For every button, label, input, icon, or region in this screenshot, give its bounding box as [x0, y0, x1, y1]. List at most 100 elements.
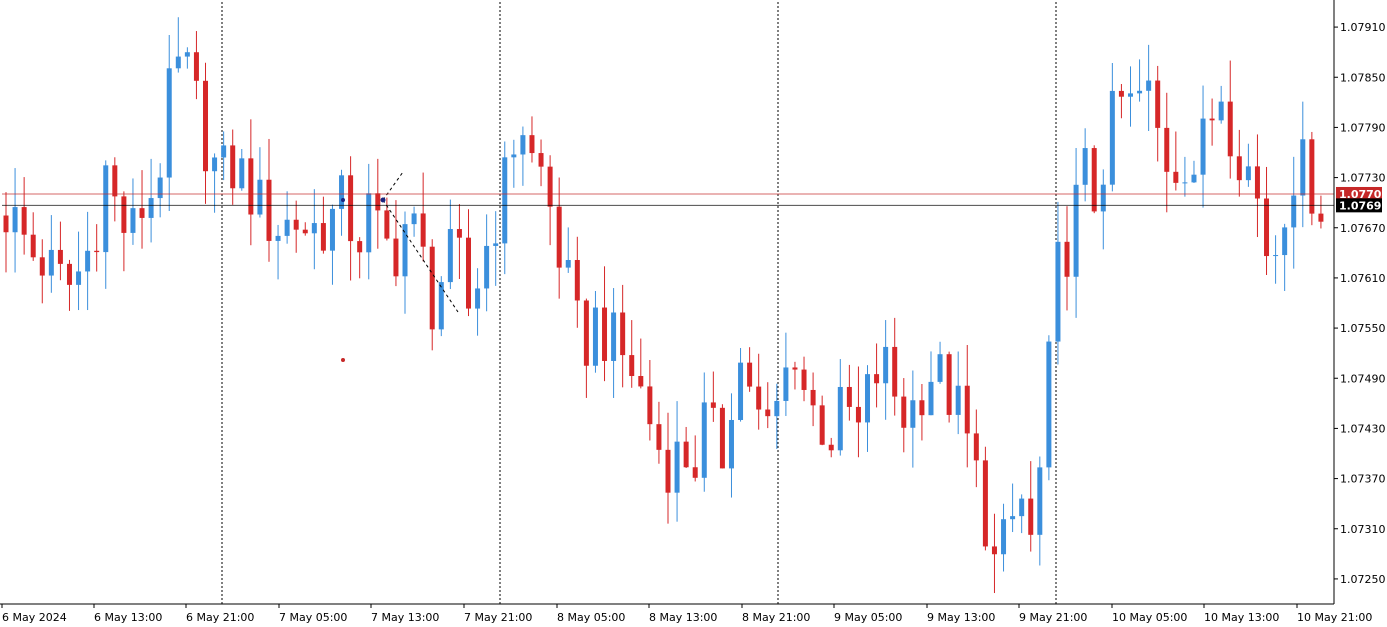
- candle-up: [103, 165, 109, 253]
- x-tick-label: 6 May 13:00: [94, 611, 162, 624]
- candle-down: [302, 229, 308, 234]
- candle-down: [57, 249, 63, 264]
- candle-up: [475, 288, 481, 309]
- candle-up: [1046, 341, 1052, 468]
- candle-down: [393, 238, 399, 277]
- candle-down: [384, 210, 390, 239]
- candle-up: [12, 207, 18, 233]
- price-badge-label: 1.07708: [1339, 188, 1387, 201]
- candle-down: [620, 312, 626, 356]
- candle-down: [193, 52, 199, 81]
- candle-down: [293, 219, 299, 230]
- candle-down: [765, 409, 771, 417]
- candle-up: [1182, 182, 1188, 184]
- candle-down: [901, 396, 907, 428]
- candle-down: [1318, 213, 1324, 222]
- candle-down: [30, 234, 36, 258]
- trend-line-drawing[interactable]: [341, 171, 459, 362]
- candle-down: [139, 208, 145, 218]
- candle-down: [1264, 198, 1270, 257]
- candle-up: [339, 175, 345, 209]
- candle-down: [719, 407, 725, 469]
- candle-up: [157, 177, 163, 199]
- candle-up: [937, 354, 943, 382]
- x-tick-label: 10 May 13:00: [1204, 611, 1279, 624]
- y-tick-label: 1.07610: [1340, 272, 1386, 285]
- candle-down: [801, 369, 807, 390]
- candle-up: [1082, 148, 1088, 185]
- candle-down: [429, 246, 435, 330]
- candle-down: [1173, 171, 1179, 183]
- candle-up: [1001, 519, 1007, 555]
- candle-down: [810, 389, 816, 406]
- x-tick-label: 9 May 13:00: [927, 611, 995, 624]
- y-tick-label: 1.07490: [1340, 372, 1386, 385]
- candle-down: [230, 145, 236, 189]
- candle-down: [456, 229, 462, 238]
- candle-up: [1245, 166, 1251, 181]
- candle-up: [130, 208, 136, 233]
- candle-up: [1137, 90, 1143, 94]
- candle-down: [420, 213, 426, 247]
- candle-up: [212, 157, 218, 172]
- y-tick-label: 1.07670: [1340, 222, 1386, 235]
- trend-segment-down[interactable]: [382, 199, 459, 313]
- candle-down: [3, 215, 9, 233]
- x-tick-label: 9 May 21:00: [1019, 611, 1087, 624]
- candle-down: [1236, 156, 1242, 181]
- x-tick-label: 8 May 13:00: [649, 611, 717, 624]
- candle-down: [357, 241, 363, 253]
- candle-down: [547, 166, 553, 207]
- candle-up: [1055, 241, 1061, 342]
- candle-down: [348, 175, 354, 242]
- candle-down: [991, 546, 997, 555]
- x-tick-label: 8 May 21:00: [742, 611, 810, 624]
- candle-down: [465, 237, 471, 309]
- candle-down: [855, 406, 861, 423]
- candle-up: [883, 346, 889, 384]
- candle-up: [1073, 184, 1079, 277]
- candle-down: [656, 424, 662, 450]
- candle-up: [928, 381, 934, 416]
- candle-down: [982, 460, 988, 547]
- candle-down: [1091, 148, 1097, 212]
- candle-down: [638, 376, 644, 387]
- candle-up: [484, 245, 490, 289]
- candle-down: [647, 386, 653, 425]
- candle-up: [76, 271, 82, 285]
- candle-up: [1191, 174, 1197, 183]
- y-tick-label: 1.07550: [1340, 322, 1386, 335]
- candle-down: [39, 257, 45, 276]
- candle-up: [1109, 90, 1115, 185]
- x-tick-label: 9 May 05:00: [834, 611, 902, 624]
- candle-up: [175, 56, 181, 69]
- candle-down: [1209, 118, 1215, 121]
- candle-up: [783, 367, 789, 401]
- candle-down: [792, 367, 798, 370]
- candle-up: [1300, 139, 1306, 196]
- candle-down: [266, 179, 272, 241]
- candle-up: [1282, 227, 1288, 256]
- candle-down: [375, 193, 381, 211]
- candle-up: [493, 243, 499, 246]
- x-tick-label: 10 May 21:00: [1297, 611, 1372, 624]
- candle-up: [284, 219, 290, 236]
- trend-anchor-point[interactable]: [341, 198, 345, 202]
- candle-down: [602, 307, 608, 361]
- candle-up: [865, 374, 871, 423]
- candle-down: [66, 263, 72, 285]
- candle-down: [248, 158, 254, 215]
- candle-up: [1127, 93, 1133, 97]
- candle-down: [1254, 166, 1260, 199]
- candle-up: [148, 198, 154, 218]
- candle-down: [828, 444, 834, 451]
- trend-anchor-point[interactable]: [380, 197, 386, 203]
- candle-down: [892, 346, 898, 397]
- candle-down: [683, 441, 689, 468]
- candle-up: [1010, 516, 1016, 520]
- candle-up: [674, 441, 680, 493]
- candle-up: [1019, 498, 1025, 517]
- candle-up: [520, 135, 526, 155]
